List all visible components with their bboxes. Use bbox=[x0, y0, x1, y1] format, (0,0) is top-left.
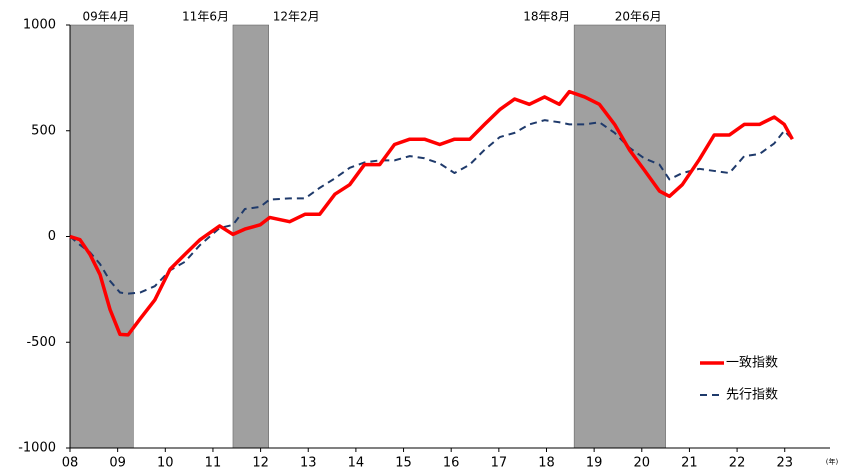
x-tick-label: 20 bbox=[634, 456, 651, 471]
x-tick-label: 18 bbox=[538, 456, 555, 471]
annotation: 11年6月 bbox=[182, 10, 229, 24]
x-tick-label: 23 bbox=[776, 456, 793, 471]
y-tick-label: 1000 bbox=[23, 18, 56, 33]
x-tick-label: 22 bbox=[729, 456, 746, 471]
annotation: 18年8月 bbox=[523, 10, 570, 24]
shaded-period bbox=[69, 24, 134, 449]
x-unit: (年) bbox=[826, 457, 839, 466]
legend-label: 先行指数 bbox=[726, 388, 778, 403]
y-tick-label: -1000 bbox=[18, 441, 56, 456]
annotation: 12年2月 bbox=[273, 10, 320, 24]
x-tick-label: 11 bbox=[205, 456, 222, 471]
x-tick-label: 13 bbox=[300, 456, 317, 471]
annotation: 09年4月 bbox=[82, 10, 129, 24]
y-tick-label: 500 bbox=[31, 123, 56, 138]
x-tick-label: 14 bbox=[348, 456, 365, 471]
y-tick-label: -500 bbox=[26, 335, 56, 350]
annotation: 20年6月 bbox=[615, 10, 662, 24]
shaded-period bbox=[232, 24, 269, 449]
x-tick-label: 19 bbox=[586, 456, 603, 471]
x-tick-label: 08 bbox=[62, 456, 79, 471]
x-tick-label: 12 bbox=[252, 456, 269, 471]
y-tick-label: 0 bbox=[48, 229, 56, 244]
x-tick-label: 10 bbox=[157, 456, 174, 471]
x-tick-label: 09 bbox=[109, 456, 126, 471]
legend-label: 一致指数 bbox=[726, 356, 778, 371]
shaded-period bbox=[573, 24, 666, 449]
series-line bbox=[69, 89, 794, 337]
x-tick-label: 21 bbox=[681, 456, 698, 471]
x-tick-label: 15 bbox=[395, 456, 412, 471]
x-tick-label: 17 bbox=[491, 456, 508, 471]
series-line bbox=[69, 119, 794, 295]
x-tick-label: 16 bbox=[443, 456, 460, 471]
